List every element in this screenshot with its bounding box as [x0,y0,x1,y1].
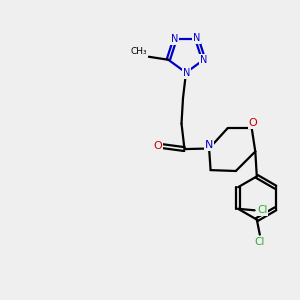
Text: N: N [205,140,213,150]
Text: Cl: Cl [257,205,267,215]
Text: N: N [193,33,201,43]
Text: N: N [171,34,178,44]
Text: CH₃: CH₃ [131,47,147,56]
Text: N: N [183,68,190,78]
Text: O: O [153,141,162,151]
Text: N: N [200,55,207,65]
Text: O: O [249,118,258,128]
Text: Cl: Cl [255,237,265,247]
